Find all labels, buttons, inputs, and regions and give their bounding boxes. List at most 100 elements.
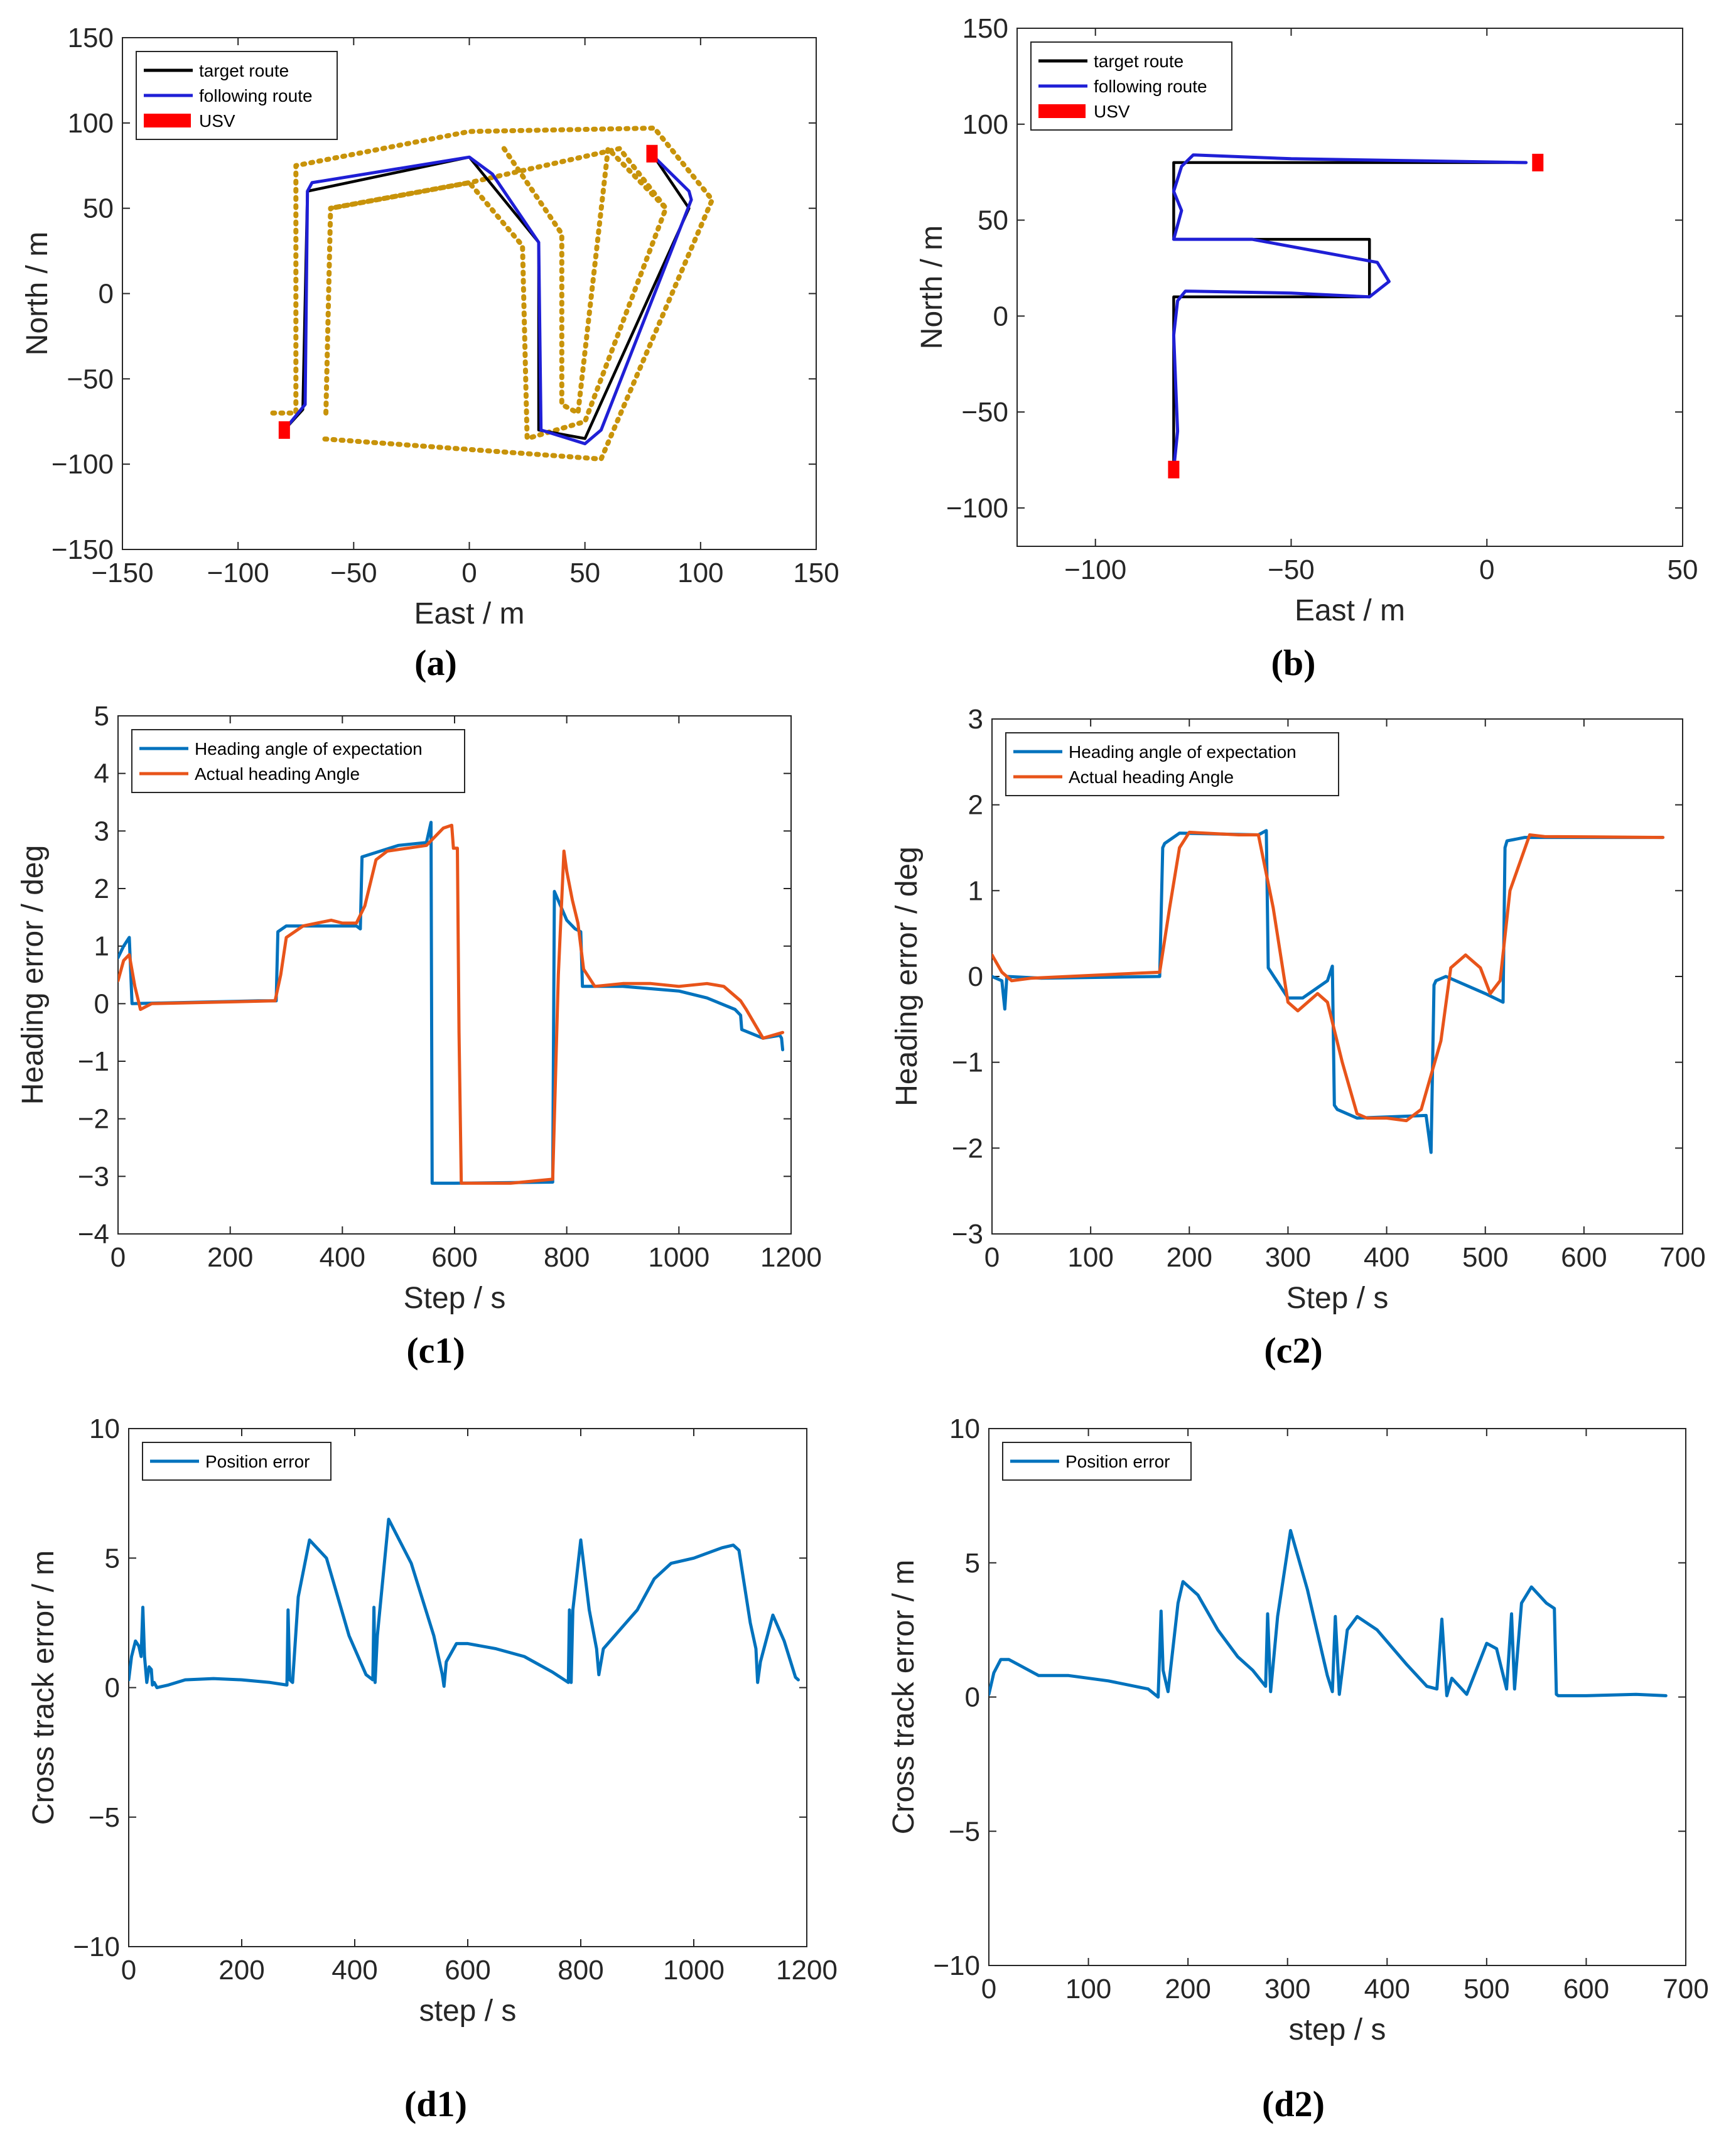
legend-label: Position error — [1065, 1452, 1170, 1471]
legend-label: following route — [199, 86, 313, 105]
y-tick-label: 10 — [949, 1414, 980, 1444]
x-tick-label: 0 — [1479, 554, 1494, 585]
x-tick-label: −100 — [207, 558, 269, 588]
y-axis-label: Heading error / deg — [16, 845, 50, 1105]
y-axis-label: Cross track error / m — [887, 1560, 920, 1834]
legend-label: USV — [199, 111, 235, 131]
x-tick-label: 400 — [320, 1242, 365, 1273]
x-tick-label: 200 — [218, 1955, 264, 1986]
x-tick-label: 200 — [1165, 1974, 1210, 2004]
y-tick-label: 5 — [965, 1548, 980, 1579]
x-tick-label: 600 — [431, 1242, 477, 1273]
x-tick-label: 1200 — [760, 1242, 822, 1273]
legend-label: following route — [1094, 77, 1207, 96]
x-tick-label: 100 — [1065, 1974, 1111, 2004]
legend: Heading angle of expectation Actual headi… — [131, 729, 465, 793]
y-tick-label: −10 — [73, 1932, 120, 1962]
plot-area — [992, 829, 1665, 1154]
panel-d2: 0 100 200 300 400 500 600 700 −10 −5 0 5 10 step / s C… — [887, 1414, 1709, 2124]
x-axis-label: step / s — [1289, 2013, 1386, 2046]
x-tick-label: 600 — [445, 1955, 490, 1986]
y-tick-label: 5 — [94, 701, 109, 732]
legend-box — [131, 729, 465, 793]
series-target-route — [1172, 161, 1528, 472]
plot-area — [270, 126, 715, 462]
x-tick-label: 200 — [1167, 1242, 1212, 1273]
legend-label: Heading angle of expectation — [1069, 742, 1297, 762]
x-tick-label: 50 — [1668, 554, 1698, 585]
legend-label: Actual heading Angle — [1069, 767, 1234, 787]
legend: Position error — [1002, 1442, 1192, 1481]
y-tick-label: 150 — [962, 13, 1008, 44]
y-tick-label: −2 — [952, 1133, 983, 1164]
y-tick-label: −1 — [952, 1047, 983, 1078]
series-position-error — [129, 1517, 800, 1689]
series-boundary-outer — [270, 126, 715, 462]
x-axis-label: East / m — [1295, 594, 1405, 627]
y-axis-label: North / m — [915, 225, 949, 349]
legend: Position error — [142, 1442, 332, 1481]
x-tick-label: 150 — [793, 558, 839, 588]
panel-caption: (a) — [414, 642, 457, 683]
x-tick-label: 0 — [121, 1955, 136, 1986]
y-tick-label: 50 — [978, 205, 1008, 236]
x-tick-label: 0 — [981, 1974, 996, 2004]
x-tick-label: 100 — [1067, 1242, 1113, 1273]
x-tick-label: 400 — [332, 1955, 377, 1986]
x-tick-label: 50 — [569, 558, 600, 588]
y-tick-label: 0 — [105, 1673, 120, 1704]
y-tick-label: −50 — [67, 364, 114, 394]
plot-area — [129, 1517, 800, 1689]
plot-area — [1168, 153, 1544, 478]
x-axis-label: step / s — [419, 1994, 517, 2028]
y-tick-label: 0 — [993, 301, 1008, 332]
x-tick-label: −100 — [1064, 554, 1126, 585]
legend-swatch — [144, 114, 191, 127]
y-tick-label: −100 — [946, 493, 1008, 524]
panel-caption: (c1) — [406, 1330, 465, 1371]
x-tick-label: −50 — [1268, 554, 1315, 585]
plot-area — [118, 821, 785, 1185]
panel-c2: 0 100 200 300 400 500 600 700 −3 −2 −1 0 1 2 3 Step / s… — [890, 704, 1706, 1371]
y-tick-label: 150 — [68, 23, 114, 53]
x-tick-label: 0 — [111, 1242, 126, 1273]
y-tick-label: 2 — [94, 873, 109, 904]
y-tick-label: −5 — [949, 1816, 980, 1847]
legend-label: USV — [1094, 102, 1130, 121]
y-tick-label: 2 — [968, 790, 983, 821]
series-heading-angle-of-expectation — [992, 829, 1665, 1154]
legend-swatch — [1038, 104, 1086, 118]
panel-caption: (c2) — [1264, 1330, 1322, 1371]
legend-box — [1005, 732, 1339, 796]
y-axis-label: Heading error / deg — [890, 846, 924, 1106]
y-tick-label: −3 — [78, 1161, 109, 1192]
y-tick-label: 0 — [968, 961, 983, 992]
series-boundary-inner-2 — [501, 146, 669, 416]
y-tick-label: −5 — [89, 1802, 120, 1833]
y-tick-label: −100 — [51, 449, 114, 480]
y-tick-label: 100 — [962, 109, 1008, 140]
panel-c1: 0 200 400 600 800 1000 1200 −4 −3 −2 −1 0 1 2 3 4 5 Step … — [16, 701, 822, 1371]
legend-label: target route — [199, 61, 289, 80]
axes-box — [117, 715, 792, 1235]
y-tick-label: 0 — [94, 988, 109, 1019]
y-tick-label: 1 — [968, 875, 983, 906]
x-tick-label: 1200 — [776, 1955, 838, 1986]
legend-label: Heading angle of expectation — [195, 739, 423, 759]
y-tick-label: 0 — [99, 279, 114, 310]
panel-caption: (b) — [1271, 642, 1316, 683]
usv-marker — [1168, 460, 1180, 478]
x-tick-label: 300 — [1265, 1242, 1311, 1273]
x-tick-label: 400 — [1364, 1974, 1410, 2004]
x-axis-label: East / m — [414, 597, 524, 630]
x-tick-label: 1000 — [648, 1242, 709, 1273]
x-tick-label: 600 — [1561, 1242, 1607, 1273]
legend: Heading angle of expectation Actual headi… — [1005, 732, 1339, 796]
x-axis-label: Step / s — [404, 1282, 506, 1315]
y-tick-label: −1 — [78, 1046, 109, 1077]
panel-d1: 0 200 400 600 800 1000 1200 −10 −5 0 5 10 step / s Cr… — [27, 1414, 838, 2124]
x-tick-label: 1000 — [663, 1955, 725, 1986]
legend-label: Actual heading Angle — [195, 764, 360, 784]
series-following-route — [1172, 153, 1528, 472]
legend-label: Position error — [205, 1452, 310, 1471]
